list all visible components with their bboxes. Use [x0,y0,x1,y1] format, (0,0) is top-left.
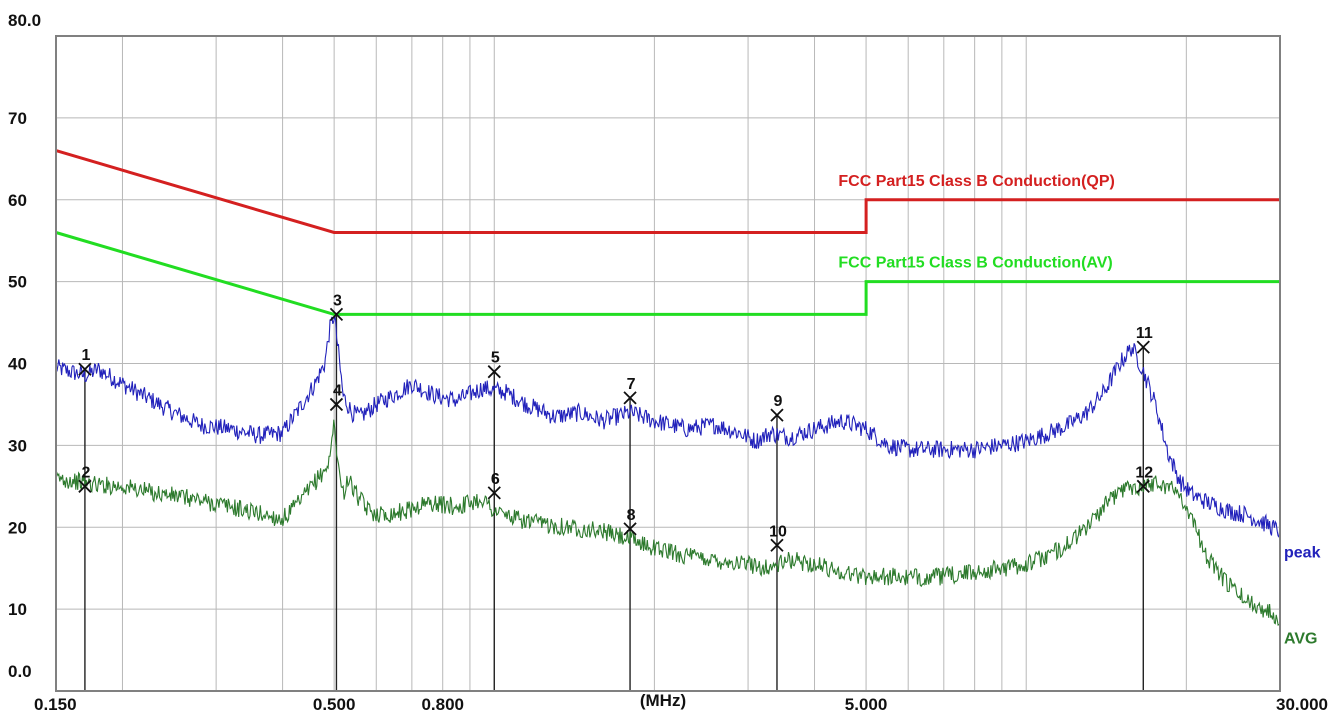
y-tick-label: 80.0 [8,11,41,30]
y-tick-label: 10 [8,600,27,619]
marker-point [1136,340,1150,354]
marker-label: 10 [769,523,787,540]
series-line [55,419,1281,627]
marker-label: 2 [81,464,90,481]
marker-label: 4 [333,382,342,399]
y-tick-label: 50 [8,273,27,292]
marker-point [623,522,637,536]
marker-label: 8 [627,507,636,524]
x-unit-label: (MHz) [640,691,686,710]
y-tick-label: 0.0 [8,662,32,681]
x-tick-label: 0.800 [421,695,464,714]
marker-label: 11 [1136,325,1153,342]
marker-label: 6 [491,471,500,488]
marker-label: 9 [774,393,783,410]
marker-point [487,486,501,500]
marker-label: 1 [81,347,90,364]
x-tick-label: 5.000 [845,695,888,714]
marker-point [329,397,344,412]
y-tick-label: 40 [8,355,27,374]
x-tick-label: 0.500 [313,695,356,714]
limit-label: FCC Part15 Class B Conduction(QP) [838,173,1114,190]
limit-label: FCC Part15 Class B Conduction(AV) [838,255,1112,272]
y-tick-label: 30 [8,436,27,455]
y-tick-label: 20 [8,518,27,537]
limit-lines: FCC Part15 Class B Conduction(QP) FCC Par… [55,149,1280,316]
series-label: AVG [1284,630,1317,647]
marker-point [78,362,92,376]
marker-label: 12 [1135,464,1153,481]
marker-lines [84,314,1144,691]
series-label: peak [1284,544,1321,561]
marker-point [1136,479,1150,493]
marker-label: 7 [627,376,636,393]
x-tick-label: 30.000 [1276,695,1328,714]
x-tick-label: 0.150 [34,695,77,714]
marker-label: 3 [333,292,342,309]
marker-label: 5 [491,350,500,367]
series-lines: peak AVG [55,316,1321,647]
marker-point [329,307,344,322]
x-tick-labels: 0.150 0.500 0.800 5.000 30.000 [34,695,1328,714]
y-tick-labels: 0.0 10 20 30 40 50 60 70 80.0 [8,11,41,681]
series-line [55,316,1281,539]
marker-point [623,391,637,405]
marker-point [770,408,784,422]
marker-point [770,538,784,552]
plot-frame [55,35,1281,692]
y-tick-label: 60 [8,191,27,210]
marker-point [487,365,501,379]
marker-point [78,479,92,493]
limit-line [55,231,1280,316]
y-tick-label: 70 [8,109,27,128]
limit-line [55,149,1280,234]
